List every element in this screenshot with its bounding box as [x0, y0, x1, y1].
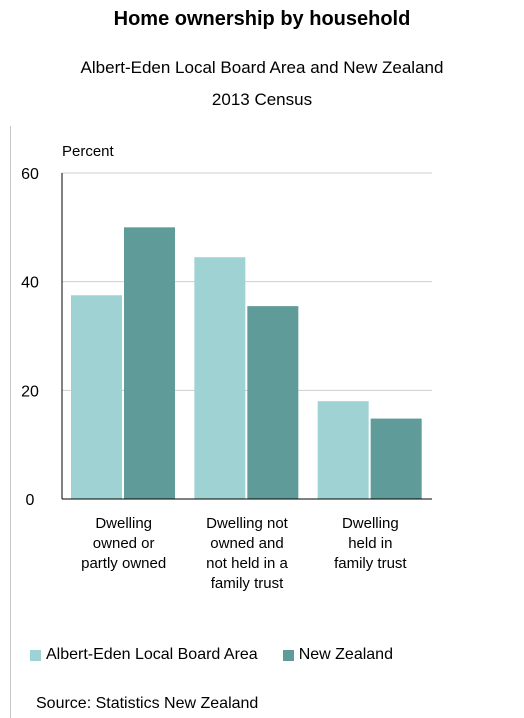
legend-swatch-new-zealand: [282, 649, 294, 661]
x-category-label: not held in a: [206, 555, 288, 572]
y-tick-label: 60: [21, 166, 39, 183]
chart-subtitle-census: 2013 Census: [211, 90, 313, 109]
x-category-label: owned or: [93, 535, 155, 552]
y-tick-label: 0: [26, 492, 35, 509]
legend-item-albert-eden: Albert-Eden Local Board Area: [30, 646, 258, 664]
bar-albert-eden: [194, 257, 246, 499]
x-category-label: Dwelling not: [206, 515, 289, 532]
bar-chart: 0 20 40 60 Percent Dwelling owned or partly own…: [21, 143, 432, 592]
x-category-label: family trust: [211, 575, 284, 592]
x-category-label: family trust: [334, 555, 407, 572]
left-frame-line: [10, 126, 11, 718]
x-category-label: Dwelling: [342, 515, 399, 532]
bar-albert-eden: [317, 401, 369, 499]
bar-new-zealand: [370, 418, 422, 499]
legend: Albert-Eden Local Board Area New Zealand: [30, 646, 418, 664]
legend-label-new-zealand: New Zealand: [298, 646, 393, 663]
legend-item-new-zealand: New Zealand: [282, 646, 393, 664]
x-category-label: owned and: [210, 535, 283, 552]
y-tick-label: 20: [21, 383, 39, 400]
bar-new-zealand: [124, 227, 175, 500]
x-category-label: partly owned: [81, 555, 166, 572]
legend-label-albert-eden: Albert-Eden Local Board Area: [46, 646, 258, 663]
x-category-label: held in: [348, 535, 392, 552]
bar-albert-eden: [71, 295, 122, 499]
bar-new-zealand: [247, 306, 299, 499]
y-axis-label: Percent: [62, 143, 115, 160]
x-category-label: Dwelling: [95, 515, 152, 532]
legend-swatch-albert-eden: [30, 649, 41, 661]
chart-title: Home ownership by household: [113, 8, 411, 30]
chart-subtitle: Albert-Eden Local Board Area and New Zea…: [80, 58, 444, 77]
y-tick-label: 40: [21, 275, 39, 292]
source-note: Source: Statistics New Zealand: [36, 695, 259, 712]
